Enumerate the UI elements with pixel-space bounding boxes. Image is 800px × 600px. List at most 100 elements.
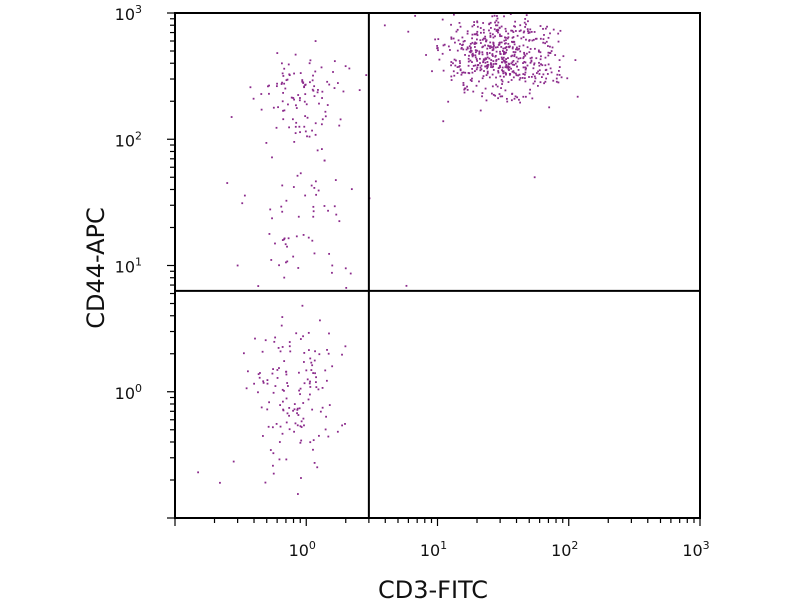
- scatter-point: [492, 45, 495, 48]
- scatter-point: [519, 57, 522, 60]
- scatter-point: [486, 65, 489, 68]
- scatter-point: [327, 435, 330, 438]
- scatter-point: [333, 87, 336, 89]
- scatter-point: [458, 60, 461, 62]
- scatter-point: [523, 77, 526, 80]
- scatter-point: [510, 79, 513, 81]
- scatter-point: [514, 95, 517, 98]
- scatter-point: [287, 385, 289, 387]
- scatter-point: [447, 100, 450, 103]
- scatter-point: [532, 73, 535, 76]
- scatter-point: [280, 324, 283, 327]
- scatter-point: [524, 71, 527, 74]
- scatter-point: [481, 77, 484, 80]
- scatter-point: [327, 209, 329, 212]
- scatter-point: [482, 75, 485, 78]
- scatter-point: [514, 51, 517, 54]
- scatter-point: [516, 34, 519, 37]
- scatter-point: [524, 26, 527, 28]
- scatter-point: [302, 335, 304, 338]
- scatter-point: [574, 59, 577, 61]
- scatter-point: [522, 62, 524, 64]
- scatter-point: [476, 21, 479, 24]
- scatter-point: [542, 41, 545, 44]
- scatter-point: [498, 93, 501, 95]
- scatter-point: [557, 32, 560, 35]
- scatter-point: [532, 38, 535, 41]
- scatter-point: [260, 108, 263, 111]
- scatter-point: [495, 59, 498, 61]
- scatter-point: [283, 360, 286, 362]
- scatter-point: [283, 389, 285, 392]
- scatter-point: [296, 407, 299, 410]
- scatter-point: [539, 51, 542, 54]
- scatter-point: [497, 31, 499, 34]
- scatter-point: [542, 27, 544, 30]
- scatter-point: [485, 65, 488, 67]
- scatter-point: [331, 264, 334, 267]
- scatter-point: [278, 264, 280, 267]
- scatter-point: [313, 462, 316, 464]
- scatter-point: [383, 24, 386, 27]
- scatter-point: [505, 64, 508, 67]
- scatter-point: [297, 267, 300, 269]
- scatter-point: [497, 44, 500, 46]
- scatter-point: [492, 93, 495, 96]
- scatter-point: [476, 30, 479, 33]
- scatter-point: [286, 412, 289, 415]
- scatter-point: [511, 47, 514, 50]
- scatter-point: [300, 426, 303, 428]
- scatter-point: [271, 217, 273, 220]
- scatter-point: [279, 350, 282, 353]
- scatter-point: [490, 63, 492, 65]
- scatter-point: [516, 60, 519, 63]
- scatter-point: [450, 61, 453, 63]
- scatter-point: [257, 285, 260, 287]
- scatter-point: [327, 352, 330, 355]
- scatter-point: [461, 71, 464, 74]
- scatter-point: [462, 43, 464, 46]
- scatter-point: [320, 123, 323, 126]
- scatter-point: [505, 73, 507, 76]
- scatter-point: [519, 29, 522, 32]
- scatter-point: [529, 28, 532, 31]
- scatter-point: [325, 379, 328, 382]
- scatter-point: [524, 80, 527, 83]
- scatter-point: [558, 69, 560, 72]
- scatter-point: [342, 90, 345, 93]
- scatter-point: [551, 46, 554, 49]
- scatter-point: [500, 25, 503, 28]
- scatter-point: [512, 36, 515, 38]
- scatter-point: [494, 35, 496, 38]
- scatter-point: [481, 38, 484, 41]
- scatter-point: [559, 29, 562, 32]
- scatter-point: [350, 188, 353, 191]
- scatter-point: [318, 102, 320, 105]
- scatter-point: [492, 69, 495, 71]
- scatter-point: [455, 30, 458, 33]
- scatter-point: [516, 65, 518, 68]
- scatter-point: [533, 176, 536, 179]
- scatter-point: [294, 422, 297, 425]
- scatter-point: [486, 67, 489, 70]
- scatter-point: [511, 61, 514, 64]
- scatter-point: [507, 62, 510, 65]
- scatter-point: [562, 55, 565, 58]
- scatter-point: [499, 64, 501, 67]
- scatter-point: [301, 304, 304, 307]
- scatter-point: [494, 62, 497, 65]
- scatter-point: [298, 99, 301, 102]
- scatter-point: [272, 452, 275, 455]
- scatter-point: [259, 372, 261, 374]
- scatter-point: [529, 57, 532, 60]
- scatter-point: [499, 75, 502, 78]
- scatter-point: [490, 92, 493, 95]
- scatter-point: [442, 69, 445, 72]
- scatter-point: [504, 27, 507, 30]
- scatter-point: [505, 39, 507, 42]
- scatter-point: [312, 448, 314, 451]
- scatter-point: [479, 109, 482, 112]
- scatter-point: [333, 205, 336, 208]
- scatter-points: [197, 13, 579, 495]
- scatter-point: [547, 63, 550, 66]
